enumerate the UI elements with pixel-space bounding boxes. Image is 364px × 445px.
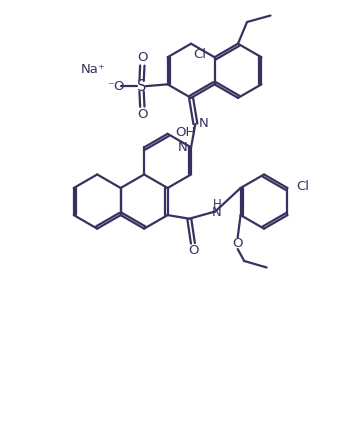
Text: Cl: Cl bbox=[296, 180, 309, 193]
Text: S: S bbox=[137, 79, 146, 93]
Text: O: O bbox=[233, 238, 243, 251]
Text: OH: OH bbox=[175, 126, 196, 139]
Text: O: O bbox=[137, 108, 147, 121]
Text: ⁻O: ⁻O bbox=[107, 80, 124, 93]
Text: Na⁺: Na⁺ bbox=[81, 63, 106, 77]
Text: H: H bbox=[213, 198, 221, 211]
Text: N: N bbox=[178, 141, 188, 154]
Text: Cl: Cl bbox=[193, 48, 206, 61]
Text: O: O bbox=[137, 51, 147, 64]
Text: N: N bbox=[212, 206, 222, 218]
Text: N: N bbox=[198, 117, 208, 130]
Text: O: O bbox=[188, 244, 199, 257]
